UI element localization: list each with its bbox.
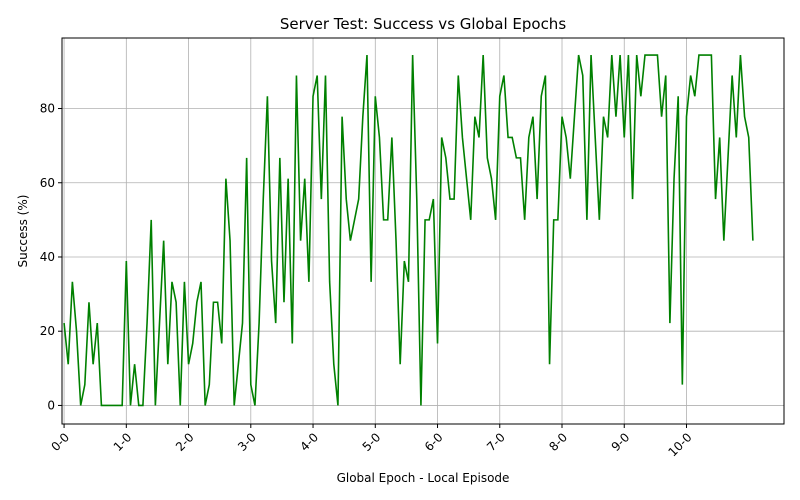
x-axis-ticks: 0-0 1-0 2-0 3-0 4-0 5-0 6-0 7-0 8-0 9-0 10-0 [48, 424, 695, 459]
x-tick-label: 4-0 [297, 430, 321, 454]
y-tick-label: 80 [40, 102, 55, 116]
series-line [63, 54, 754, 407]
y-tick-label: 20 [40, 324, 55, 338]
x-tick-label: 1-0 [111, 430, 135, 454]
y-tick-label: 60 [40, 176, 55, 190]
grid [62, 38, 784, 424]
x-tick-label: 0-0 [48, 430, 72, 454]
x-axis-label: Global Epoch - Local Episode [337, 471, 510, 485]
x-tick-label: 2-0 [173, 430, 197, 454]
x-tick-label: 7-0 [484, 430, 508, 454]
x-tick-label: 5-0 [360, 430, 384, 454]
y-axis-ticks: 0 20 40 60 80 [40, 102, 62, 412]
x-tick-label: 8-0 [546, 430, 570, 454]
y-axis-label: Success (%) [16, 195, 30, 268]
plot-frame [61, 37, 785, 425]
x-tick-label: 3-0 [235, 430, 259, 454]
y-tick-label: 40 [40, 250, 55, 264]
chart-title: Server Test: Success vs Global Epochs [280, 15, 566, 33]
x-tick-label: 9-0 [609, 430, 633, 454]
x-tick-label: 10-0 [665, 430, 694, 459]
x-tick-label: 6-0 [422, 430, 446, 454]
y-tick-label: 0 [47, 398, 55, 412]
